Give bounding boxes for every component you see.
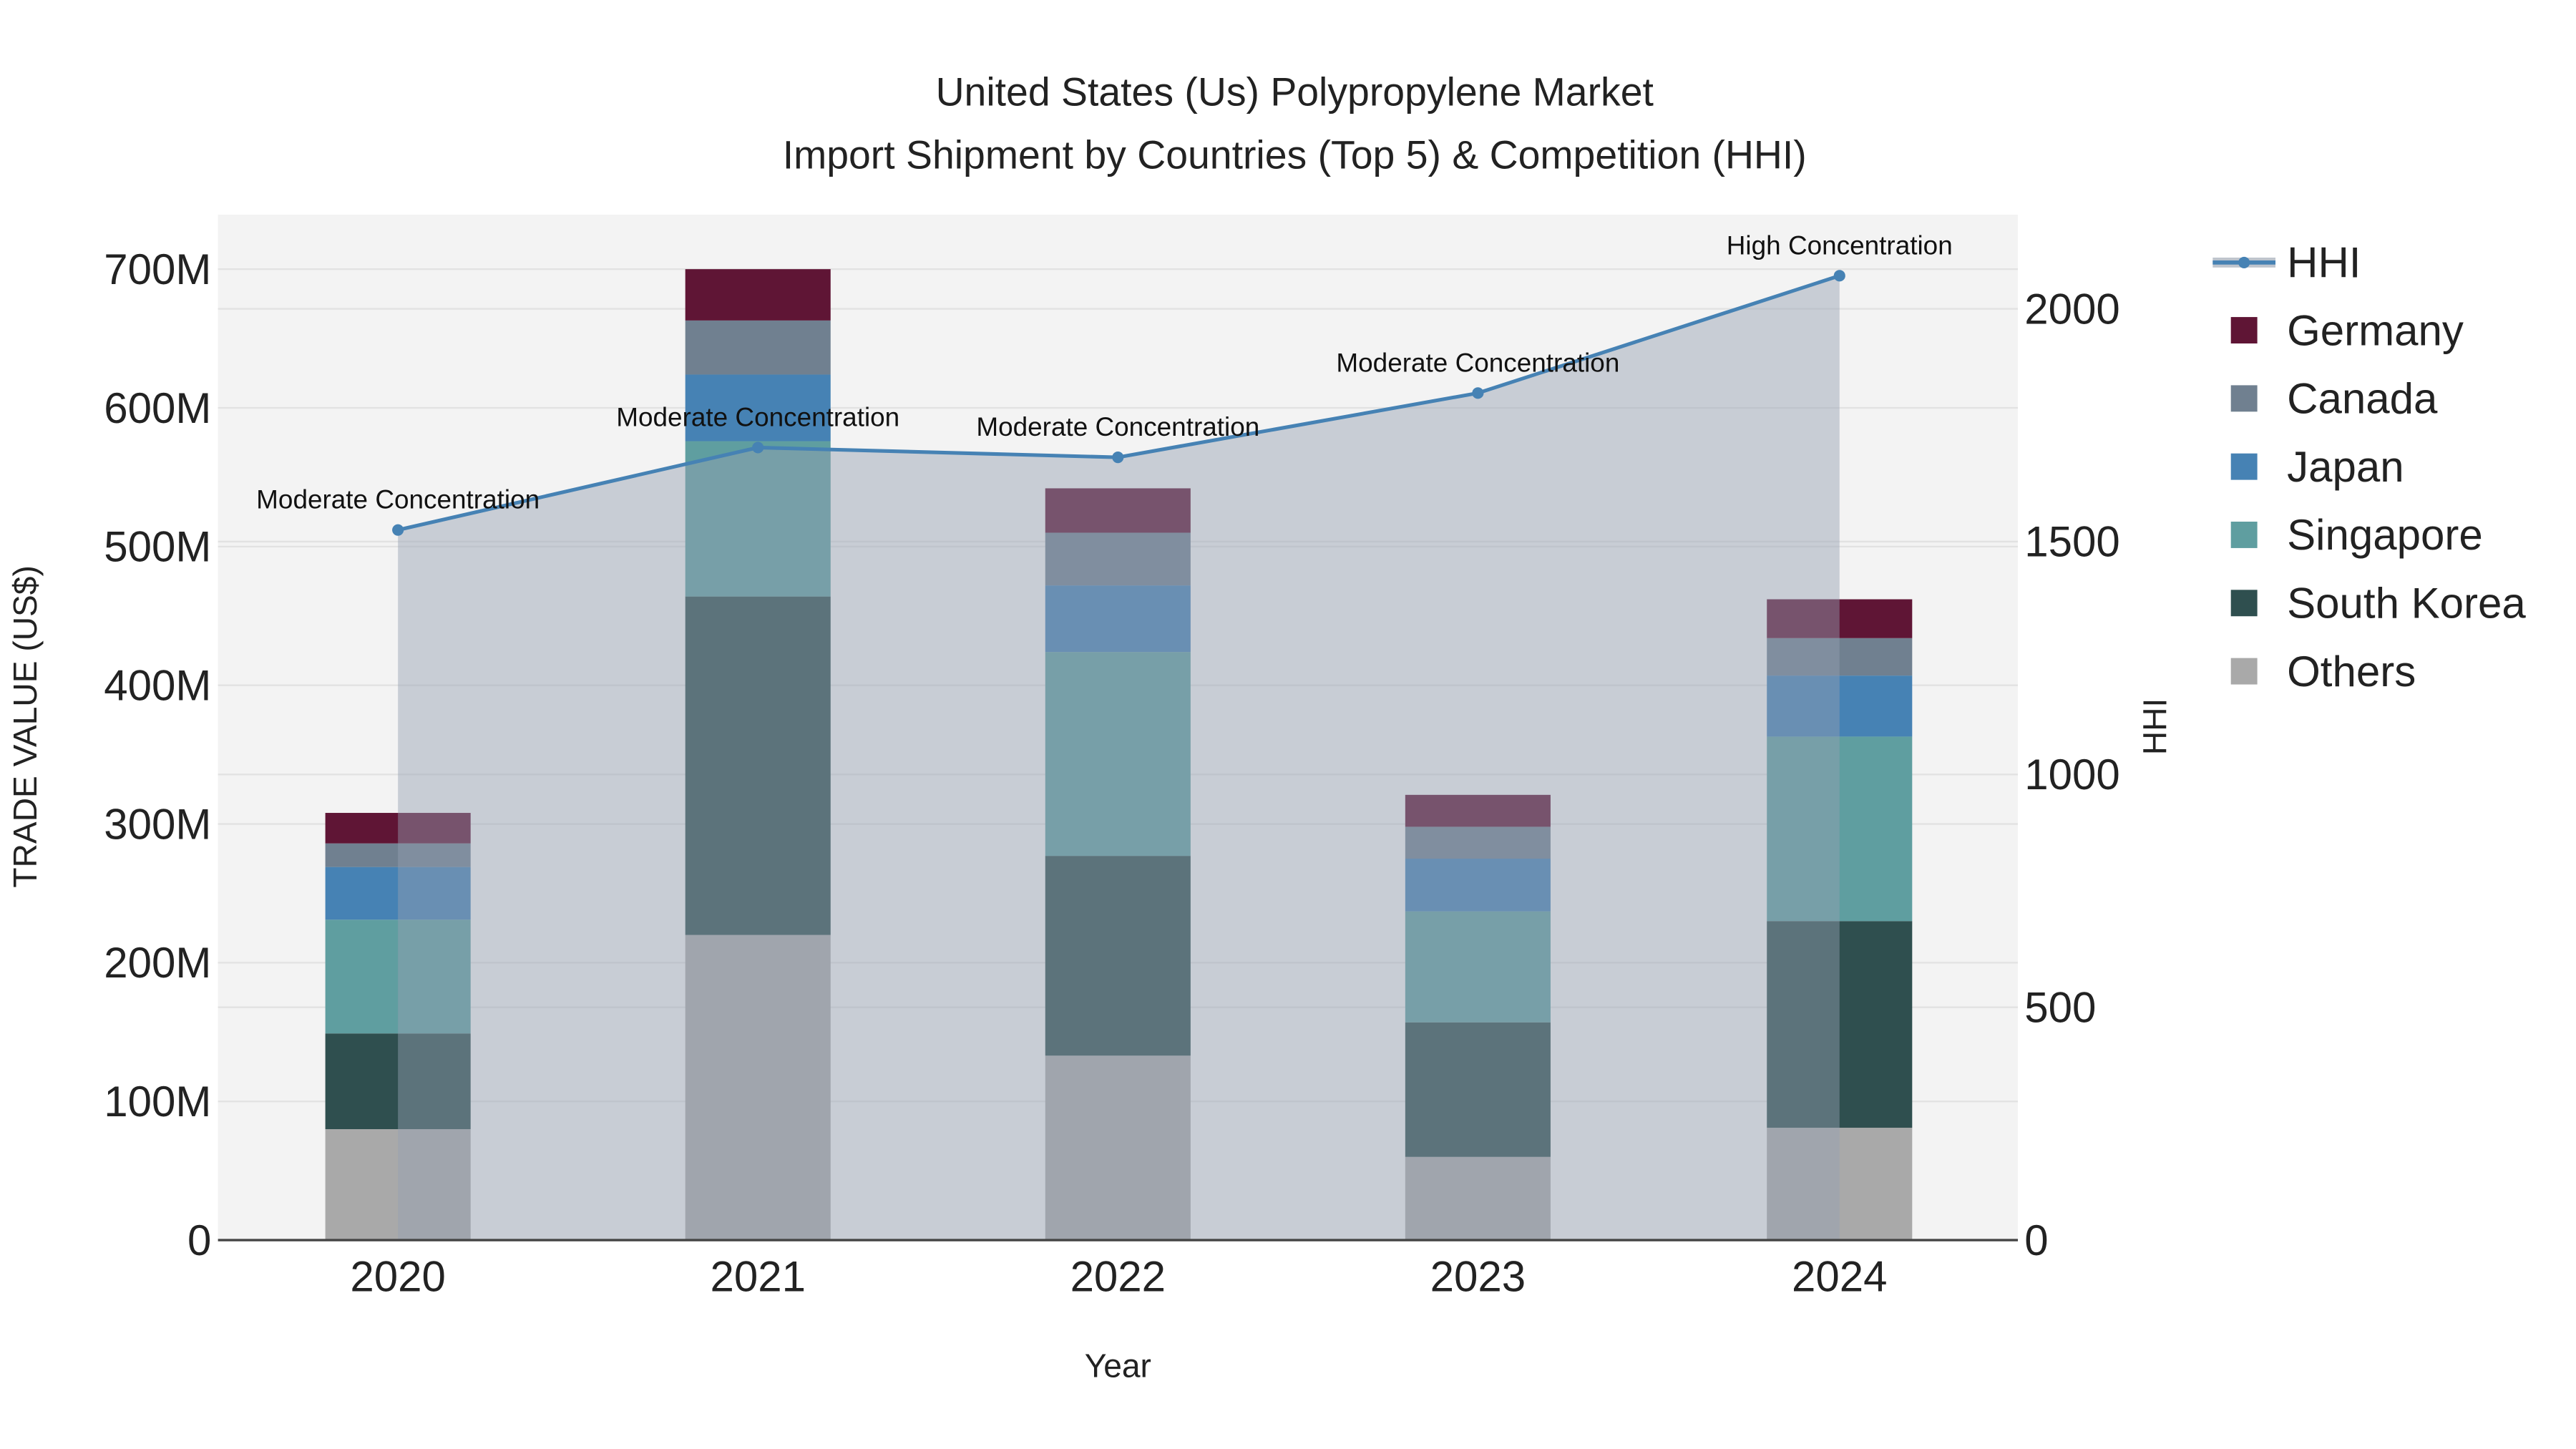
legend-label: Japan xyxy=(2287,443,2404,491)
legend-label: HHI xyxy=(2287,239,2361,287)
hhi-annotation: Moderate Concentration xyxy=(1336,348,1619,377)
x-tick-label: 2022 xyxy=(1070,1253,1166,1301)
hhi-point xyxy=(1112,452,1124,464)
chart-subtitle: Import Shipment by Countries (Top 5) & C… xyxy=(783,132,1807,177)
y-tick-label: 300M xyxy=(104,800,211,848)
y2-tick-label: 1500 xyxy=(2024,518,2119,566)
y-tick-label: 200M xyxy=(104,939,211,987)
y2-tick-label: 0 xyxy=(2024,1216,2048,1264)
bar-canada xyxy=(325,843,471,867)
hhi-area xyxy=(398,275,1840,1241)
x-axis-title: Year xyxy=(1085,1347,1151,1385)
y-axis-title: TRADE VALUE (US$) xyxy=(6,565,44,887)
hhi-annotation: Moderate Concentration xyxy=(976,412,1259,441)
legend-label: Germany xyxy=(2287,306,2464,354)
y-tick-label: 100M xyxy=(104,1078,211,1126)
hhi-annotation: Moderate Concentration xyxy=(256,485,540,514)
bar-south-korea xyxy=(1045,856,1191,1056)
bar-south-korea xyxy=(1767,921,1913,1128)
legend-hhi-marker-icon xyxy=(2238,256,2250,268)
hhi-annotation: High Concentration xyxy=(1727,230,1953,260)
bar-japan xyxy=(1405,859,1551,912)
bar-germany xyxy=(685,269,831,321)
x-tick-label: 2021 xyxy=(710,1253,805,1301)
legend-swatch-south-korea xyxy=(2230,590,2258,617)
hhi-point xyxy=(392,524,404,536)
bar-south-korea xyxy=(1405,1022,1551,1157)
x-tick-label: 2024 xyxy=(1792,1253,1887,1301)
bar-germany xyxy=(1405,794,1551,827)
bar-singapore xyxy=(685,441,831,597)
hhi-point xyxy=(752,441,764,454)
axes: 0 100M 200M 300M 400M 500M 600M 700M 0 500 1000 150… xyxy=(104,245,2119,1301)
bar-others xyxy=(685,935,831,1241)
bar-south-korea xyxy=(325,1033,471,1130)
y2-axis-title: HHI xyxy=(2137,698,2174,755)
bar-japan xyxy=(1045,585,1191,653)
legend-swatch-japan xyxy=(2230,453,2258,480)
y2-tick-label: 2000 xyxy=(2024,285,2119,333)
bar-germany xyxy=(1045,488,1191,533)
bars xyxy=(325,269,1913,1241)
legend: HHI Germany Canada Japan Singapore South Kore… xyxy=(2212,239,2526,696)
chart-title: United States (Us) Polypropylene Market xyxy=(936,70,1654,114)
bar-south-korea xyxy=(685,596,831,935)
bar-singapore xyxy=(1405,911,1551,1023)
bar-others xyxy=(1767,1128,1913,1241)
bar-singapore xyxy=(1767,736,1913,922)
bar-japan xyxy=(685,374,831,441)
bar-canada xyxy=(685,320,831,375)
bar-japan xyxy=(325,867,471,920)
legend-swatch-canada xyxy=(2230,385,2258,412)
y-tick-label: 700M xyxy=(104,245,211,293)
y-tick-label: 600M xyxy=(104,384,211,432)
y2-tick-label: 1000 xyxy=(2024,751,2119,799)
bar-japan xyxy=(1767,675,1913,737)
bar-canada xyxy=(1045,532,1191,586)
legend-swatch-others xyxy=(2230,658,2258,685)
bar-singapore xyxy=(1045,652,1191,857)
hhi-point xyxy=(1833,270,1845,282)
bar-others xyxy=(325,1129,471,1241)
bar-germany xyxy=(325,813,471,844)
bar-germany xyxy=(1767,599,1913,638)
y-tick-label: 0 xyxy=(187,1216,211,1264)
y-tick-label: 400M xyxy=(104,661,211,709)
bar-canada xyxy=(1405,826,1551,859)
legend-swatch-germany xyxy=(2230,317,2258,343)
bar-singapore xyxy=(325,919,471,1034)
x-tick-label: 2020 xyxy=(350,1253,445,1301)
y2-tick-label: 500 xyxy=(2024,983,2096,1031)
bar-others xyxy=(1405,1156,1551,1241)
x-tick-label: 2023 xyxy=(1430,1253,1526,1301)
legend-label: South Korea xyxy=(2287,580,2526,628)
bar-others xyxy=(1045,1055,1191,1241)
legend-label: Canada xyxy=(2287,375,2438,423)
y-tick-label: 500M xyxy=(104,523,211,571)
hhi-series: Moderate Concentration Moderate Concentra… xyxy=(256,230,1953,1241)
legend-swatch-singapore xyxy=(2230,522,2258,548)
hhi-point xyxy=(1472,387,1484,399)
legend-label: Singapore xyxy=(2287,511,2483,559)
hhi-annotation: Moderate Concentration xyxy=(616,402,899,431)
bar-canada xyxy=(1767,638,1913,676)
legend-label: Others xyxy=(2287,648,2416,696)
